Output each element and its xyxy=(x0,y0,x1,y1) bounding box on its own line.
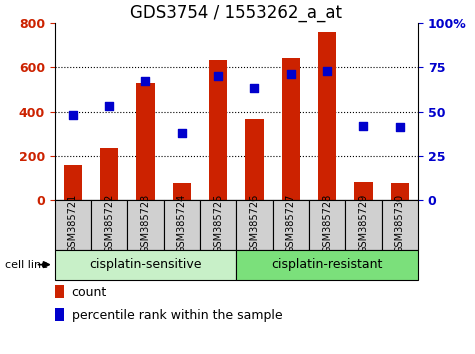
Bar xyxy=(163,200,200,250)
Point xyxy=(360,123,367,129)
Bar xyxy=(391,183,409,200)
Text: GSM385723: GSM385723 xyxy=(141,194,151,253)
Text: cisplatin-resistant: cisplatin-resistant xyxy=(272,258,383,271)
Point xyxy=(251,86,258,91)
Text: GSM385728: GSM385728 xyxy=(322,194,332,253)
Point xyxy=(105,103,113,109)
Bar xyxy=(273,200,309,250)
Point xyxy=(142,79,149,84)
Point xyxy=(69,112,76,118)
Bar xyxy=(354,182,372,200)
Text: cell line: cell line xyxy=(5,259,48,270)
Text: GSM385722: GSM385722 xyxy=(104,194,114,253)
Bar xyxy=(55,285,65,298)
Bar xyxy=(209,59,227,200)
Bar xyxy=(282,58,300,200)
Bar xyxy=(127,200,163,250)
Text: GSM385721: GSM385721 xyxy=(68,194,78,253)
Bar xyxy=(318,32,336,200)
Text: GSM385724: GSM385724 xyxy=(177,194,187,253)
Bar xyxy=(237,250,418,280)
Bar xyxy=(173,183,191,200)
Point xyxy=(396,125,404,130)
Text: GSM385727: GSM385727 xyxy=(286,194,296,253)
Bar xyxy=(136,83,154,200)
Point xyxy=(287,72,294,77)
Bar xyxy=(309,200,345,250)
Bar xyxy=(91,200,127,250)
Bar xyxy=(55,250,237,280)
Point xyxy=(214,73,222,79)
Bar xyxy=(237,200,273,250)
Bar xyxy=(55,308,65,321)
Bar xyxy=(381,200,418,250)
Text: count: count xyxy=(72,286,107,299)
Bar xyxy=(100,148,118,200)
Bar xyxy=(64,165,82,200)
Bar xyxy=(246,119,264,200)
Point xyxy=(323,68,331,74)
Text: GSM385725: GSM385725 xyxy=(213,194,223,253)
Text: percentile rank within the sample: percentile rank within the sample xyxy=(72,309,282,322)
Text: cisplatin-sensitive: cisplatin-sensitive xyxy=(89,258,202,271)
Text: GSM385730: GSM385730 xyxy=(395,194,405,253)
Title: GDS3754 / 1553262_a_at: GDS3754 / 1553262_a_at xyxy=(130,4,342,22)
Bar xyxy=(55,200,91,250)
Point xyxy=(178,130,186,136)
Bar xyxy=(345,200,381,250)
Text: GSM385729: GSM385729 xyxy=(359,194,369,253)
Bar xyxy=(200,200,237,250)
Text: GSM385726: GSM385726 xyxy=(249,194,259,253)
